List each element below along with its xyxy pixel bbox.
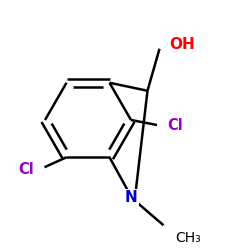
Text: Cl: Cl bbox=[167, 118, 183, 132]
Text: OH: OH bbox=[170, 37, 195, 52]
Text: N: N bbox=[125, 190, 138, 205]
Text: CH₃: CH₃ bbox=[176, 231, 201, 245]
Text: Cl: Cl bbox=[19, 162, 34, 177]
